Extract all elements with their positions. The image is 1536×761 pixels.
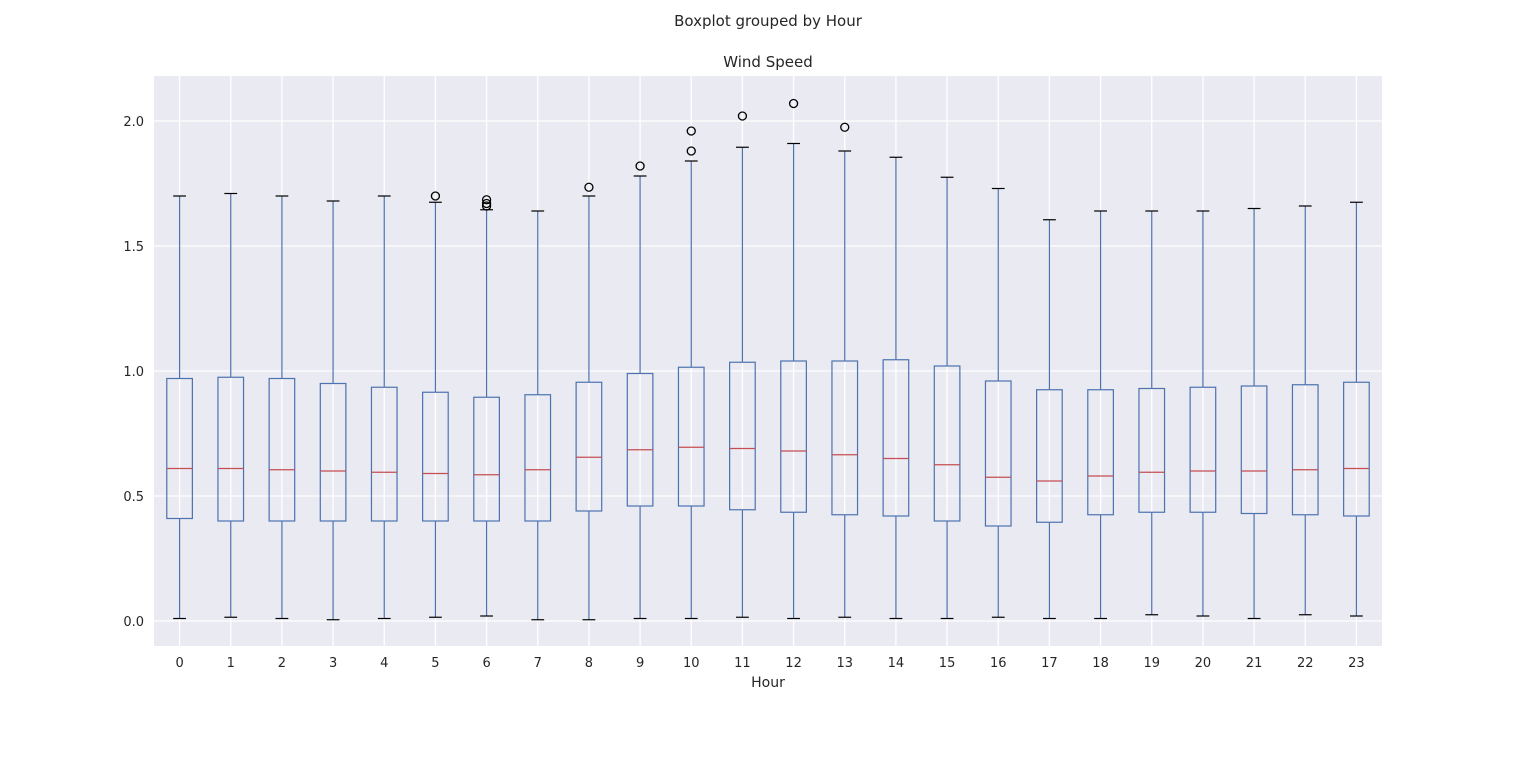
box-group [831, 122, 859, 618]
box-iqr [933, 365, 961, 522]
x-tick-label: 23 [1348, 656, 1365, 671]
x-tick-label: 21 [1246, 656, 1263, 671]
outlier-point [840, 122, 850, 132]
box-iqr [677, 366, 705, 507]
x-tick-label: 10 [683, 656, 700, 671]
x-tick-label: 7 [534, 656, 542, 671]
box-iqr [217, 376, 245, 522]
box-iqr [1343, 381, 1370, 517]
box-group [524, 210, 552, 621]
box-iqr [831, 360, 859, 516]
box-iqr [1087, 389, 1114, 516]
box-iqr [473, 396, 500, 522]
box-iqr [729, 361, 756, 511]
box-iqr [166, 377, 193, 520]
box-iqr [422, 391, 449, 522]
box-group [1189, 210, 1217, 617]
x-tick-label: 19 [1143, 656, 1160, 671]
x-tick-label: 18 [1092, 656, 1109, 671]
box-iqr [524, 394, 552, 522]
box-iqr [1291, 384, 1319, 516]
x-tick-label: 11 [734, 656, 751, 671]
x-tick-label: 3 [329, 656, 337, 671]
x-tick-label: 22 [1297, 656, 1314, 671]
box-iqr [1036, 389, 1063, 523]
x-tick-label: 13 [836, 656, 853, 671]
tick-labels: 0.00.51.01.52.00 1 2 3 4 5 6 7 8 9 10 11 12 13 14 15 16 1… [123, 115, 1364, 671]
box-iqr [1189, 386, 1217, 513]
plot-area [154, 76, 1382, 646]
box-group [319, 200, 347, 621]
outlier-point [481, 195, 492, 205]
chart-title: Wind Speed [723, 53, 813, 71]
outlier-point [788, 98, 799, 109]
box-iqr [984, 380, 1012, 527]
x-tick-label: 16 [990, 656, 1007, 671]
x-axis-label: Hour [751, 675, 785, 691]
x-tick-label: 8 [585, 656, 593, 671]
box-iqr [882, 359, 910, 517]
outlier-point [481, 201, 492, 211]
box-group [575, 182, 603, 621]
y-tick-label: 0.0 [123, 615, 144, 630]
outlier-point [481, 198, 492, 209]
boxes-layer [166, 98, 1370, 621]
box-iqr [780, 360, 807, 513]
outlier-point [737, 111, 748, 121]
box-group [882, 156, 910, 620]
box-iqr [268, 377, 296, 522]
box-group [268, 195, 296, 620]
x-tick-label: 20 [1195, 656, 1212, 671]
outlier-point [686, 126, 696, 136]
box-group [1240, 207, 1268, 620]
box-group [1036, 219, 1063, 620]
outlier-point [430, 191, 441, 201]
box-iqr [575, 381, 603, 512]
x-tick-label: 0 [175, 656, 183, 671]
outlier-point [686, 146, 696, 156]
x-tick-label: 4 [380, 656, 388, 671]
box-group [677, 126, 705, 620]
box-group [729, 111, 756, 618]
x-tick-label: 6 [482, 656, 490, 671]
x-tick-label: 5 [431, 656, 439, 671]
box-iqr [319, 382, 347, 522]
y-tick-label: 0.5 [123, 490, 144, 505]
x-tick-label: 12 [785, 656, 802, 671]
y-tick-label: 1.0 [123, 365, 144, 380]
box-group [1138, 210, 1166, 616]
box-group [626, 161, 654, 620]
box-group [473, 195, 500, 617]
x-tick-label: 2 [278, 656, 286, 671]
x-tick-label: 14 [888, 656, 905, 671]
box-iqr [1240, 385, 1268, 515]
outlier-point [635, 161, 645, 171]
box-group [780, 98, 807, 620]
box-group [984, 187, 1012, 618]
box-group [1291, 205, 1319, 616]
box-iqr [370, 386, 398, 522]
x-tick-label: 1 [227, 656, 235, 671]
box-group [166, 195, 193, 620]
y-tick-label: 2.0 [123, 115, 144, 130]
figure-suptitle: Boxplot grouped by Hour [674, 12, 863, 30]
box-iqr [626, 372, 654, 507]
box-group [422, 191, 449, 618]
x-tick-label: 9 [636, 656, 644, 671]
x-tick-label: 15 [939, 656, 956, 671]
box-group [217, 192, 245, 618]
x-tick-label: 17 [1041, 656, 1058, 671]
box-group [933, 176, 961, 620]
y-tick-label: 1.5 [123, 240, 144, 255]
box-iqr [1138, 387, 1166, 513]
box-group [370, 195, 398, 620]
box-group [1087, 210, 1114, 620]
box-group [1343, 201, 1370, 617]
outlier-point [584, 182, 594, 192]
